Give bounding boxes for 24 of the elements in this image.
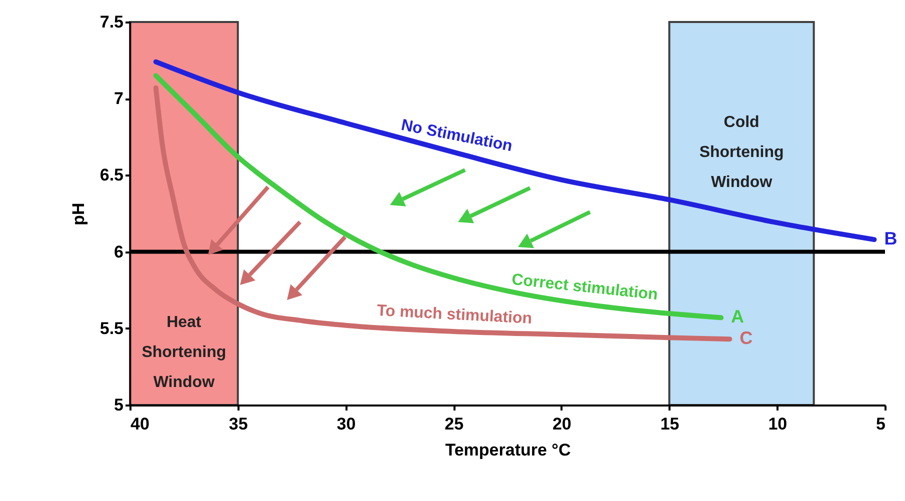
x-tick-label: 25 bbox=[444, 414, 464, 434]
x-tick-label: 40 bbox=[130, 414, 150, 434]
annotation: B bbox=[884, 228, 898, 249]
band-label: Heat Shortening Window bbox=[142, 314, 226, 391]
text: Correct stimulation bbox=[510, 271, 659, 304]
series-label: To much stimulation bbox=[376, 302, 532, 328]
y-tick-label: 6 bbox=[114, 242, 124, 262]
y-tick-label: 5 bbox=[114, 396, 124, 414]
x-axis-title: Temperature °C bbox=[445, 440, 571, 460]
y-tick-label: 7 bbox=[114, 89, 124, 108]
annotation: A bbox=[731, 306, 744, 327]
x-tick-label: 5 bbox=[876, 414, 886, 434]
text: No Stimulation bbox=[400, 116, 514, 156]
y-axis-title: pH bbox=[68, 202, 88, 226]
annotation: C bbox=[740, 328, 753, 348]
x-tick-label: 35 bbox=[228, 414, 248, 434]
y-tick-label: 6.5 bbox=[100, 166, 124, 185]
band-label: Cold Shortening Window bbox=[699, 114, 784, 191]
y-tick-label: 5.5 bbox=[100, 318, 124, 338]
y-tick-label: 7.5 bbox=[100, 12, 124, 32]
x-tick-label: 30 bbox=[336, 414, 356, 434]
x-tick-label: 10 bbox=[768, 414, 788, 434]
x-tick-label: 20 bbox=[552, 414, 572, 434]
x-tick-label: 15 bbox=[660, 414, 680, 434]
